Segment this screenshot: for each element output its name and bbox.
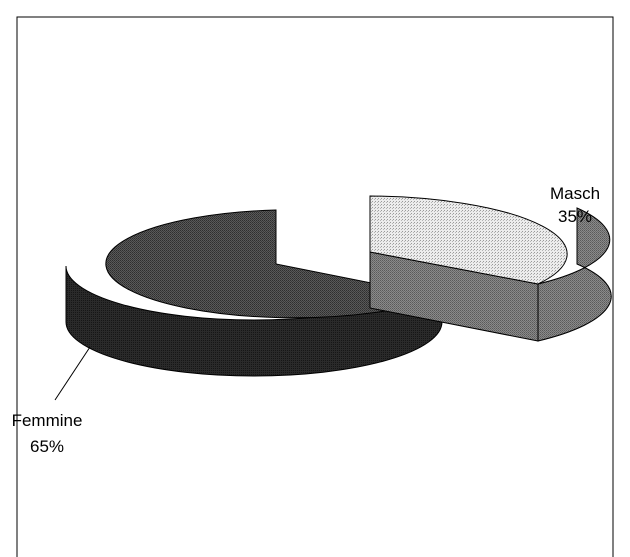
pie-slice-masch [369, 195, 612, 342]
slice-top-femmine [105, 209, 444, 319]
category-label-femmine: Femmine [12, 411, 83, 430]
slice-top-masch [369, 195, 568, 285]
slice-side-masch-right [537, 207, 612, 342]
leader-line-femmine [54, 346, 91, 401]
category-label-masch: Masch [550, 184, 600, 203]
value-label-femmine: 65% [30, 437, 64, 456]
value-label-masch: 35% [558, 207, 592, 226]
